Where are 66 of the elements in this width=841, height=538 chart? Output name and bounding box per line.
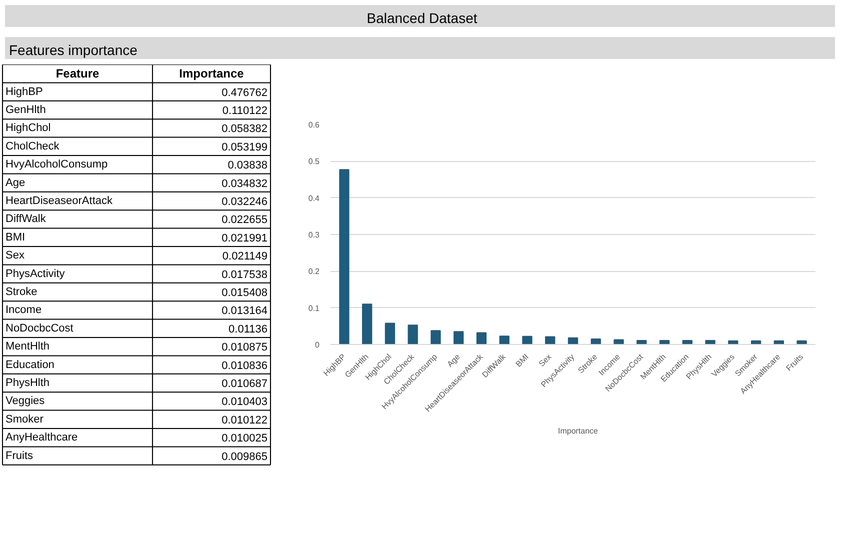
bar: [568, 337, 578, 344]
category-label: Fruits: [6, 450, 34, 462]
y-tick-label: 0.4: [308, 194, 320, 203]
data-label: 0.013164: [222, 305, 268, 318]
data-label: 0.010122: [222, 414, 268, 426]
data-label: 0.058382: [222, 123, 268, 136]
data-label: 0.110122: [222, 105, 268, 117]
category-label: PhysActivity: [6, 268, 66, 280]
data-label: 0.009865: [222, 450, 268, 463]
category-label: HeartDiseaseorAttack: [6, 195, 113, 207]
data-label: 0.022655: [222, 214, 268, 226]
y-tick-label: 0: [315, 340, 320, 350]
text: Balanced Dataset: [366, 9, 478, 28]
bar: [339, 169, 350, 344]
category-label: HighChol: [6, 122, 51, 134]
bar: [430, 330, 441, 344]
bar: [614, 339, 624, 344]
text: Features importance: [9, 41, 138, 60]
data-label: 0.017538: [222, 268, 268, 281]
data-label: 0.053199: [222, 141, 268, 154]
data-label: 0.476762: [222, 86, 268, 99]
category-label: BMI: [6, 231, 26, 244]
data-label: 0.010836: [222, 360, 268, 372]
category-label: Age: [6, 176, 26, 189]
data-label: 0.010875: [222, 342, 268, 354]
category-label: Income: [6, 304, 42, 316]
data-label: 0.010687: [222, 378, 268, 390]
category-label: HvyAlcoholConsump: [6, 158, 108, 171]
y-tick-label: 0.6: [308, 120, 320, 130]
data-label: 0.032246: [222, 196, 268, 208]
bar: [476, 332, 487, 344]
series-label: Importance: [179, 66, 244, 81]
y-tick-label: 0.3: [308, 230, 320, 240]
x-tick-label: BMI: [514, 352, 530, 369]
data-label: 0.01136: [228, 323, 268, 336]
data-label: 0.021991: [222, 232, 268, 244]
data-label: 0.010403: [222, 396, 268, 408]
y-tick-label: 0.1: [308, 304, 320, 313]
category-label: GenHlth: [6, 104, 46, 116]
category-label: Sex: [6, 250, 25, 262]
data-label: 0.010025: [222, 432, 268, 445]
text: Importance: [558, 426, 598, 436]
bar: [590, 338, 601, 344]
category-label: CholCheck: [6, 140, 60, 152]
category-label: AnyHealthcare: [6, 432, 78, 444]
data-label: 0.021149: [222, 250, 268, 263]
category-label: NoDocbcCost: [6, 322, 74, 334]
bar: [454, 331, 464, 344]
category-label: MentHlth: [6, 340, 50, 353]
bar: [408, 324, 418, 344]
bar: [545, 336, 556, 344]
data-label: 0.03838: [228, 160, 268, 172]
category-label: HighBP: [6, 86, 43, 98]
y-tick-label: 0.5: [308, 157, 320, 166]
category-label: Stroke: [6, 286, 38, 298]
data-label: 0.015408: [222, 287, 268, 299]
bar: [499, 336, 510, 344]
bar: [522, 336, 532, 344]
data-label: 0.034832: [222, 178, 268, 190]
bar: [384, 322, 396, 344]
category-label: DiffWalk: [6, 213, 46, 226]
bar: [362, 304, 372, 344]
bar: [705, 340, 716, 344]
text: Feature: [56, 66, 100, 81]
y-tick-label: 0.2: [308, 267, 320, 276]
category-label: Smoker: [6, 413, 44, 426]
